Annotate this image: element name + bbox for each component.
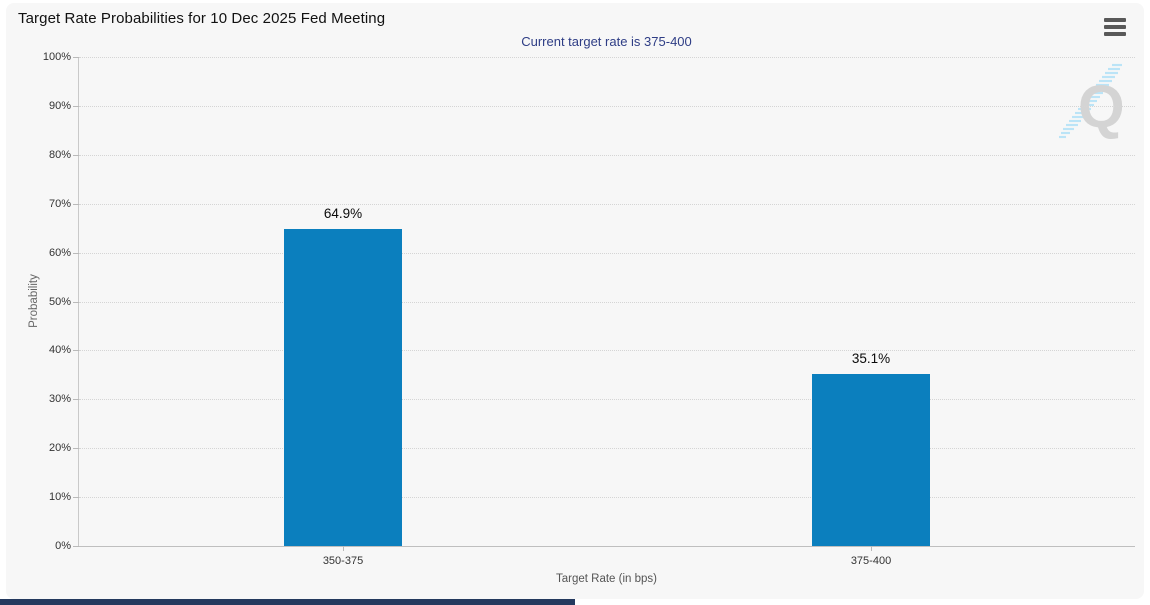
y-axis-tick-label: 20% bbox=[48, 442, 71, 455]
y-axis-tick bbox=[73, 301, 79, 303]
x-axis-tick bbox=[343, 546, 344, 551]
chart-card: Target Rate Probabilities for 10 Dec 202… bbox=[6, 3, 1144, 599]
x-axis-category-label: 350-375 bbox=[322, 555, 364, 567]
y-axis-tick bbox=[73, 497, 79, 499]
chart-context-menu-button[interactable] bbox=[1100, 12, 1130, 38]
hamburger-icon bbox=[1104, 25, 1126, 29]
y-gridline bbox=[79, 203, 1135, 205]
y-axis-tick bbox=[73, 546, 79, 547]
y-axis-tick bbox=[73, 105, 79, 107]
bar-value-label: 35.1% bbox=[851, 351, 891, 367]
y-axis-tick-label: 0% bbox=[55, 540, 71, 552]
partial-footer-bar bbox=[0, 599, 575, 605]
y-gridline bbox=[79, 57, 1135, 58]
y-gridline bbox=[79, 448, 1135, 450]
y-gridline bbox=[79, 301, 1135, 303]
y-axis-tick bbox=[73, 154, 79, 156]
y-axis-tick-label: 10% bbox=[48, 491, 71, 504]
y-axis-tick-label: 80% bbox=[48, 148, 71, 161]
y-axis-tick bbox=[73, 203, 79, 205]
y-axis-tick-label: 60% bbox=[48, 246, 71, 259]
hamburger-icon bbox=[1104, 18, 1126, 22]
y-gridline bbox=[79, 497, 1135, 499]
x-axis-tick bbox=[871, 546, 872, 551]
probability-bar[interactable] bbox=[284, 228, 402, 546]
y-gridline bbox=[79, 105, 1135, 107]
y-axis-tick bbox=[73, 57, 79, 58]
y-axis-tick-label: 90% bbox=[48, 99, 71, 112]
hamburger-icon bbox=[1104, 32, 1126, 36]
y-gridline bbox=[79, 154, 1135, 156]
y-axis-tick-label: 40% bbox=[48, 344, 71, 357]
x-axis-title: Target Rate (in bps) bbox=[556, 573, 657, 585]
y-axis-tick-label: 70% bbox=[48, 197, 71, 210]
y-gridline bbox=[79, 350, 1135, 352]
y-gridline bbox=[79, 252, 1135, 254]
y-axis-tick bbox=[73, 448, 79, 450]
bar-value-label: 64.9% bbox=[323, 205, 363, 221]
y-axis-tick-label: 100% bbox=[42, 51, 71, 63]
probability-bar[interactable] bbox=[812, 374, 930, 546]
chart-subtitle: Current target rate is 375-400 bbox=[521, 34, 692, 49]
y-axis-tick bbox=[73, 399, 79, 401]
plot-area: 0% 10% 20% 30% 40% 50% 60% 70% 80% 90% 100% 64.9% 35… bbox=[43, 51, 1135, 567]
y-gridline bbox=[79, 399, 1135, 401]
y-axis-tick bbox=[73, 252, 79, 254]
chart-title: Target Rate Probabilities for 10 Dec 202… bbox=[18, 10, 386, 27]
y-axis-tick-label: 30% bbox=[48, 393, 71, 406]
x-axis-category-label: 375-400 bbox=[850, 555, 892, 567]
y-axis-tick bbox=[73, 350, 79, 352]
y-axis-tick-label: 50% bbox=[48, 295, 71, 308]
y-axis-title: Probability bbox=[28, 274, 40, 328]
